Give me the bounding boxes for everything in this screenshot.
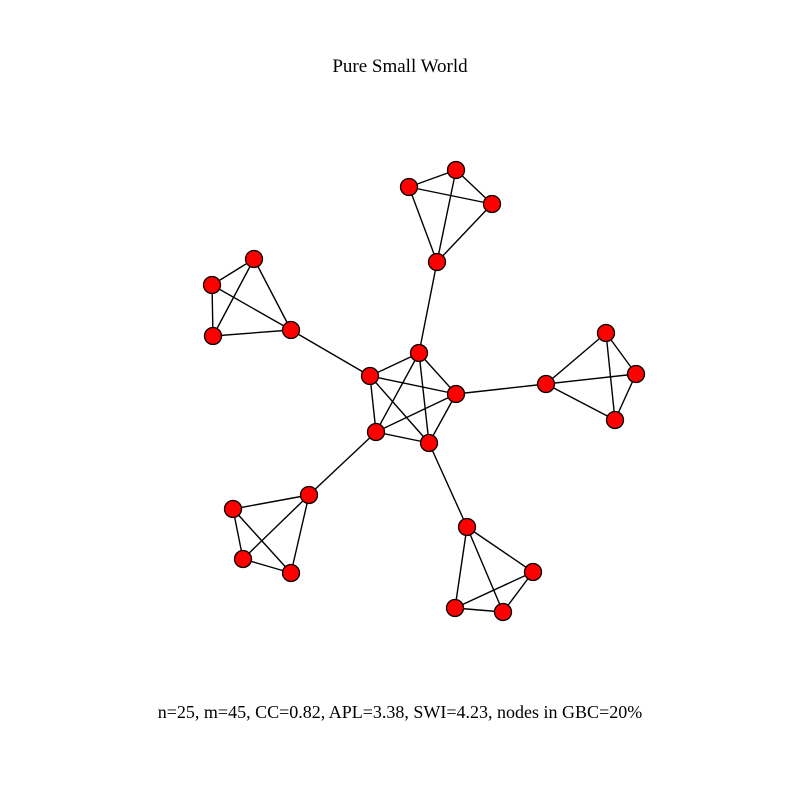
graph-title: Pure Small World bbox=[332, 56, 468, 77]
graph-edge bbox=[436, 203, 493, 263]
graph-edge bbox=[428, 393, 457, 444]
graph-edge bbox=[232, 494, 310, 510]
graph-node bbox=[493, 602, 513, 622]
graph-node bbox=[360, 366, 380, 386]
graph-node bbox=[233, 549, 253, 569]
graph-node bbox=[419, 433, 439, 453]
graph-node bbox=[445, 598, 465, 618]
graph-edge bbox=[290, 494, 310, 574]
graph-edge bbox=[428, 442, 468, 528]
graph-node bbox=[223, 499, 243, 519]
graph-node bbox=[281, 563, 301, 583]
graph-node bbox=[482, 194, 502, 214]
graph-node bbox=[446, 160, 466, 180]
nodes-layer bbox=[202, 160, 646, 622]
graph-edge bbox=[242, 494, 310, 560]
graph-edge bbox=[545, 332, 607, 385]
graph-node bbox=[203, 326, 223, 346]
graph-node bbox=[596, 323, 616, 343]
graph-edge bbox=[369, 375, 430, 444]
graph-node bbox=[457, 517, 477, 537]
graph-node bbox=[366, 422, 386, 442]
graph-edge bbox=[436, 169, 457, 263]
graph-node bbox=[299, 485, 319, 505]
graph-edge bbox=[369, 375, 377, 433]
graph-edge bbox=[545, 373, 637, 385]
graph-edge bbox=[466, 526, 504, 613]
graph-edge bbox=[418, 352, 430, 444]
graph-edge bbox=[375, 393, 457, 433]
graph-edge bbox=[466, 526, 534, 573]
graph-node bbox=[536, 374, 556, 394]
graph-edge bbox=[455, 383, 547, 395]
graph-edge bbox=[454, 526, 468, 609]
graph-edge bbox=[375, 352, 420, 433]
graph-edge bbox=[369, 375, 457, 395]
graph-node bbox=[626, 364, 646, 384]
graph-edge bbox=[290, 329, 371, 377]
graph-statistics: n=25, m=45, CC=0.82, APL=3.38, SWI=4.23,… bbox=[157, 702, 643, 722]
graph-node bbox=[202, 275, 222, 295]
graph-edge bbox=[418, 261, 438, 354]
graph-node bbox=[244, 249, 264, 269]
graph-edge bbox=[212, 329, 292, 337]
graph-edge bbox=[418, 352, 457, 395]
graph-node bbox=[281, 320, 301, 340]
graph-node bbox=[399, 177, 419, 197]
graph-edge bbox=[545, 383, 616, 421]
graph-edge bbox=[308, 431, 377, 496]
graph-edge bbox=[232, 508, 292, 574]
graph-node bbox=[427, 252, 447, 272]
graph-node bbox=[446, 384, 466, 404]
graph-edge bbox=[408, 186, 438, 263]
graph-node bbox=[605, 410, 625, 430]
graph-edge bbox=[454, 571, 534, 609]
edges-layer bbox=[211, 169, 637, 613]
graph-edge bbox=[211, 284, 292, 331]
graph-node bbox=[409, 343, 429, 363]
graph-node bbox=[523, 562, 543, 582]
graph-edge bbox=[253, 258, 292, 331]
